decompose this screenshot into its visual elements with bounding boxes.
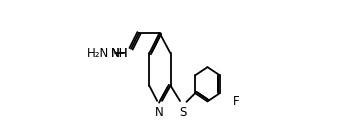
Text: NH: NH <box>110 47 128 60</box>
Text: H₂N: H₂N <box>87 47 109 60</box>
Text: N: N <box>155 106 164 119</box>
Text: NH: NH <box>110 47 128 60</box>
Text: F: F <box>233 95 240 108</box>
Text: S: S <box>179 106 187 119</box>
